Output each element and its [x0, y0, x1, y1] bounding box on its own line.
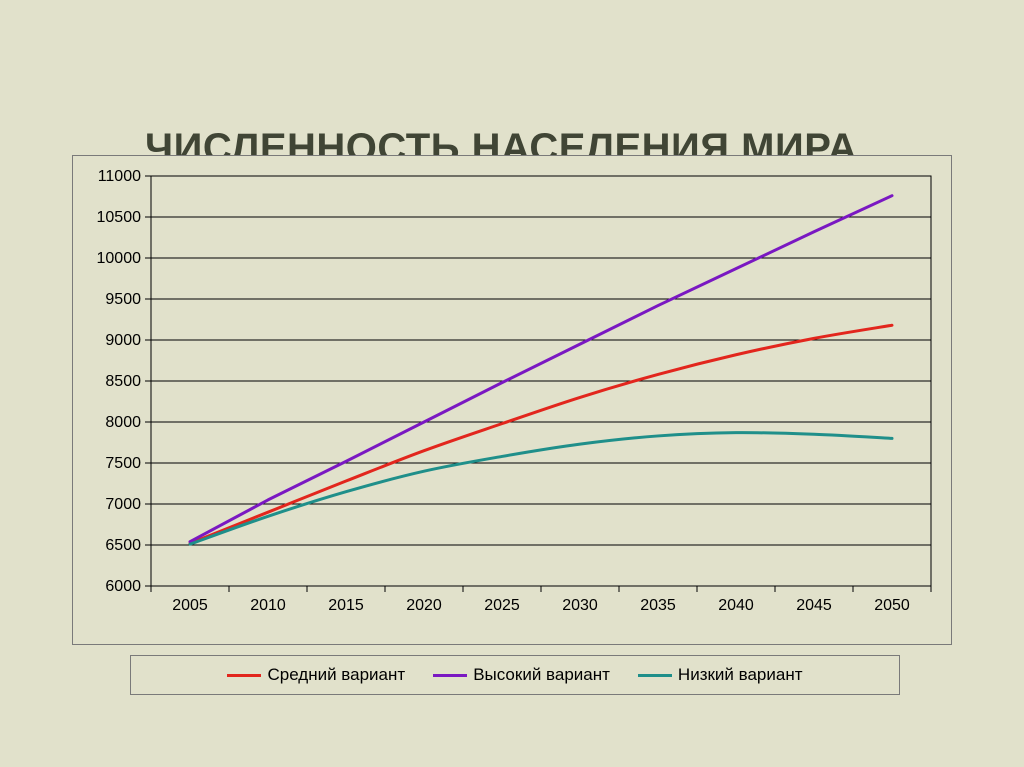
y-tick-label: 9000 [105, 332, 141, 349]
x-tick-label: 2005 [172, 597, 208, 614]
legend-item: Высокий вариант [433, 665, 610, 685]
y-tick-label: 10500 [97, 209, 142, 226]
x-tick-label: 2035 [640, 597, 676, 614]
x-tick-label: 2030 [562, 597, 598, 614]
y-tick-label: 7500 [105, 455, 141, 472]
y-tick-label: 8500 [105, 373, 141, 390]
chart-svg: 6000 6500 7000 7500 8000 8500 9000 9500 10000 105… [73, 156, 953, 646]
x-tick-label: 2015 [328, 597, 364, 614]
legend-item: Низкий вариант [638, 665, 803, 685]
legend-label: Высокий вариант [473, 665, 610, 685]
x-tick-label: 2050 [874, 597, 910, 614]
x-tick-label: 2040 [718, 597, 754, 614]
x-tick-label: 2010 [250, 597, 286, 614]
legend-box: Средний вариант Высокий вариант Низкий вар… [130, 655, 900, 695]
legend-swatch [638, 674, 672, 677]
x-tick-label: 2025 [484, 597, 520, 614]
y-tick-label: 8000 [105, 414, 141, 431]
y-tick-label: 9500 [105, 291, 141, 308]
x-tick-label: 2045 [796, 597, 832, 614]
legend-swatch [227, 674, 261, 677]
y-tick-label: 7000 [105, 496, 141, 513]
legend-swatch [433, 674, 467, 677]
legend-items: Средний вариант Высокий вариант Низкий вар… [227, 665, 802, 685]
legend-item: Средний вариант [227, 665, 405, 685]
y-tick-label: 10000 [97, 250, 142, 267]
chart-outer-box: 6000 6500 7000 7500 8000 8500 9000 9500 10000 105… [72, 155, 952, 645]
y-tick-label: 6500 [105, 537, 141, 554]
legend-label: Низкий вариант [678, 665, 803, 685]
legend-label: Средний вариант [267, 665, 405, 685]
y-tick-label: 11000 [98, 168, 141, 185]
page: ЧИСЛЕННОСТЬ НАСЕЛЕНИЯ МИРА ДО 2050 Г., М… [0, 0, 1024, 767]
x-tick-label: 2020 [406, 597, 442, 614]
y-tick-label: 6000 [105, 578, 141, 595]
